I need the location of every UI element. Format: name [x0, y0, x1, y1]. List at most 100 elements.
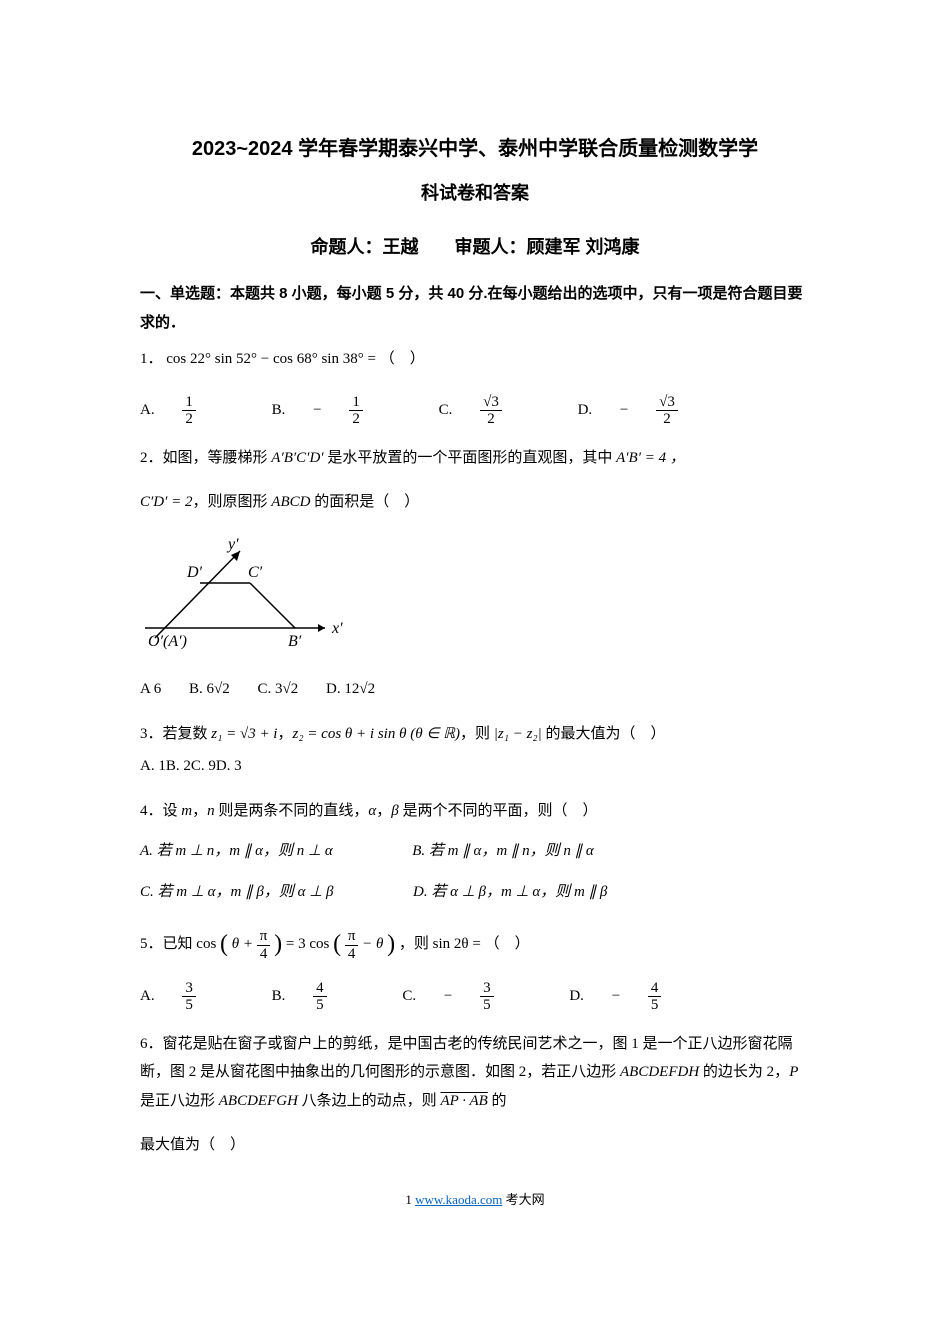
q4-opt-b: B. 若 m ∥ α，m ∥ n，则 n ∥ α	[412, 843, 594, 859]
q3-mid: ，则	[460, 726, 494, 742]
q5-b-den: 5	[313, 997, 327, 1014]
q5-pi1n: π	[257, 928, 271, 946]
q5-a-label: A.	[140, 988, 155, 1004]
q4-opt-d: D. 若 α ⊥ β，m ⊥ α，则 m ∥ β	[413, 884, 607, 900]
q6-mid2: 是正八边形	[140, 1093, 219, 1109]
q6-mid1: 的边长为 2，	[699, 1064, 789, 1080]
q1-options: A. 12 B. − 12 C. √32 D. − √32	[140, 394, 810, 428]
q6-poly2: ABCDEFGH	[219, 1093, 298, 1109]
diagram-x-label: x′	[331, 620, 343, 637]
q1-opt-d-label: D.	[578, 402, 593, 418]
diagram-d-label: D′	[186, 564, 203, 581]
q5-c-sign: −	[444, 988, 452, 1004]
q1-opt-d: D. − √32	[578, 402, 726, 418]
q1-b-den: 2	[349, 411, 363, 428]
q6-mid3: 八条边上的动点，则	[298, 1093, 441, 1109]
q5-pi2d: 4	[345, 946, 359, 963]
question-6: 6．窗花是贴在窗子或窗户上的剪纸，是中国古老的传统民间艺术之一，图 1 是一个正…	[140, 1030, 810, 1160]
q1-b-sign: −	[313, 402, 321, 418]
q2-ab: A′B′ = 4 ，	[616, 450, 685, 466]
q4-options-row1: A. 若 m ⊥ n，m ∥ α，则 n ⊥ α B. 若 m ∥ α，m ∥ …	[140, 837, 810, 866]
subtitle: 科试卷和答案	[140, 176, 810, 210]
q5-d-label: D.	[569, 988, 584, 1004]
q1-c-den: 2	[480, 411, 502, 428]
q2-cd: C′D′ = 2	[140, 494, 193, 510]
page-footer: 1 www.kaoda.com 考大网	[140, 1188, 810, 1213]
q2-number: 2．	[140, 450, 163, 466]
q1-d-num: √3	[656, 394, 678, 412]
q5-eq: = 3 cos	[286, 937, 329, 953]
q5-d-den: 5	[648, 997, 662, 1014]
diagram-y-label: y′	[226, 536, 239, 553]
q1-d-den: 2	[656, 411, 678, 428]
q2-mid2: ，则原图形	[193, 494, 272, 510]
q5-d-num: 4	[648, 980, 662, 998]
q4-mid1: 则是两条不同的直线，	[215, 803, 369, 819]
q5-d-sign: −	[612, 988, 620, 1004]
q2-opt-b: B. 6√2	[189, 681, 230, 697]
q3-prefix: 若复数	[163, 726, 212, 742]
q6-tail: 的	[488, 1093, 507, 1109]
main-title: 2023~2024 学年春学期泰兴中学、泰州中学联合质量检测数学学	[140, 130, 810, 168]
q1-opt-c-label: C.	[439, 402, 453, 418]
q5-number: 5．	[140, 937, 163, 953]
q4-n: n	[207, 803, 215, 819]
q4-opt-c: C. 若 m ⊥ α，m ∥ β，则 α ⊥ β	[140, 884, 334, 900]
trapezoid-diagram: y′ D′ C′ O′(A′) B′ x′	[140, 533, 810, 664]
q1-c-num: √3	[480, 394, 502, 412]
q1-opt-b: B. − 12	[272, 402, 415, 418]
q2-options: A 6 B. 6√2 C. 3√2 D. 12√2	[140, 675, 810, 704]
q3-z1: z₁ = √3 + i	[211, 726, 277, 742]
question-1: 1． cos 22° sin 52° − cos 68° sin 38° = （…	[140, 345, 810, 428]
question-5: 5．已知 cos ( θ + π4 ) = 3 cos ( π4 − θ ) ，…	[140, 922, 810, 1014]
q3-z2: z₂ = cos θ + i sin θ (θ ∈ ℝ)	[293, 726, 461, 742]
section-1-header: 一、单选题：本题共 8 小题，每小题 5 分，共 40 分.在每小题给出的选项中…	[140, 280, 810, 337]
q1-a-den: 2	[182, 411, 196, 428]
q1-tail: （ ）	[380, 351, 425, 367]
q5-prefix: 已知	[163, 937, 197, 953]
q1-b-num: 1	[349, 394, 363, 412]
q1-a-num: 1	[182, 394, 196, 412]
q6-line3: 最大值为（ ）	[140, 1131, 810, 1160]
q2-opt-a: A 6	[140, 681, 161, 697]
footer-label: 考大网	[502, 1192, 544, 1207]
q4-m: m	[181, 803, 192, 819]
authors: 命题人：王越 审题人：顾建军 刘鸿康	[140, 230, 810, 264]
diagram-c-label: C′	[248, 564, 263, 581]
q2-abcd: ABCD	[271, 494, 310, 510]
q5-opt-b: B. 45	[272, 988, 379, 1004]
question-3: 3．若复数 z₁ = √3 + i，z₂ = cos θ + i sin θ (…	[140, 720, 810, 781]
q6-number: 6．	[140, 1036, 163, 1052]
q5-a-num: 3	[182, 980, 196, 998]
q4-beta: β	[391, 803, 398, 819]
q4-tail: 是两个不同的平面，则（ ）	[399, 803, 598, 819]
q5-pi2n: π	[345, 928, 359, 946]
footer-link[interactable]: www.kaoda.com	[415, 1192, 502, 1207]
q2-tail: 的面积是（ ）	[310, 494, 419, 510]
q5-opt-a: A. 35	[140, 988, 248, 1004]
diagram-o-label: O′(A′)	[148, 633, 187, 650]
q3-number: 3．	[140, 726, 163, 742]
q1-expression: cos 22° sin 52° − cos 68° sin 38° =	[166, 351, 376, 367]
q5-c-label: C.	[402, 988, 416, 1004]
q5-c-den: 5	[480, 997, 494, 1014]
q2-opt-c: C. 3√2	[258, 681, 299, 697]
question-2: 2．如图，等腰梯形 A′B′C′D′ 是水平放置的一个平面图形的直观图，其中 A…	[140, 444, 810, 704]
q5-b-label: B.	[272, 988, 286, 1004]
q5-theta-plus: θ +	[232, 937, 253, 953]
q5-opt-c: C. − 35	[402, 988, 545, 1004]
q5-a-den: 5	[182, 997, 196, 1014]
q4-prefix: 设	[163, 803, 182, 819]
diagram-b-label: B′	[288, 633, 302, 650]
q4-c1: ，	[192, 803, 207, 819]
q5-opt-d: D. − 45	[569, 988, 709, 1004]
q3-c1: ，	[277, 726, 292, 742]
q3-tail: 的最大值为（ ）	[542, 726, 666, 742]
q5-b-num: 4	[313, 980, 327, 998]
q1-opt-a-label: A.	[140, 402, 155, 418]
q5-minus-theta: − θ	[362, 937, 383, 953]
q6-vec: AP · AB	[440, 1093, 487, 1109]
q4-opt-a: A. 若 m ⊥ n，m ∥ α，则 n ⊥ α	[140, 843, 333, 859]
q4-number: 4．	[140, 803, 163, 819]
q3-mod: |z₁ − z₂|	[494, 726, 542, 742]
